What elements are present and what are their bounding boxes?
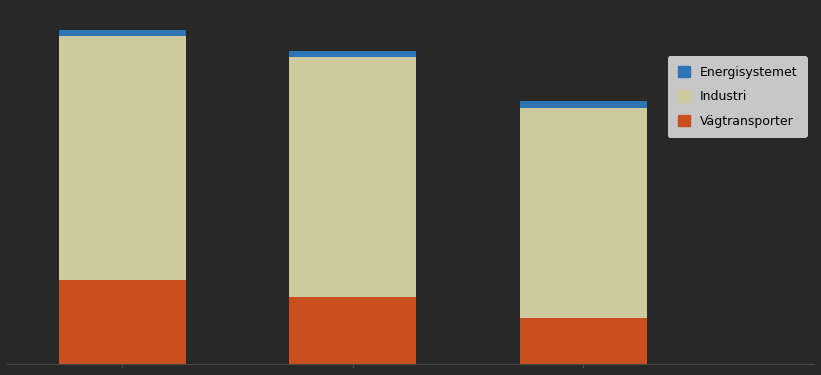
Bar bbox=[290, 297, 416, 364]
Bar bbox=[290, 57, 416, 297]
Bar bbox=[59, 30, 186, 36]
Legend: Energisystemet, Industri, Vägtransporter: Energisystemet, Industri, Vägtransporter bbox=[667, 56, 808, 138]
Bar bbox=[290, 51, 416, 57]
Bar bbox=[520, 108, 647, 318]
Bar bbox=[520, 318, 647, 364]
Bar bbox=[59, 280, 186, 364]
Bar bbox=[59, 36, 186, 280]
Bar bbox=[520, 101, 647, 108]
